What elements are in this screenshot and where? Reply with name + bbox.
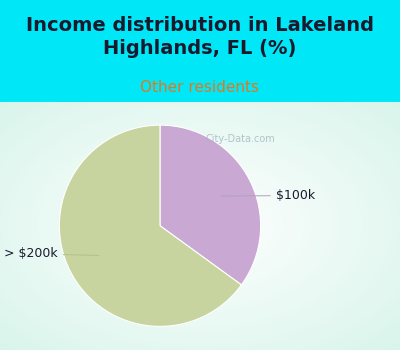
Text: $100k: $100k bbox=[221, 189, 315, 202]
Text: Income distribution in Lakeland
Highlands, FL (%): Income distribution in Lakeland Highland… bbox=[26, 16, 374, 58]
Text: City-Data.com: City-Data.com bbox=[206, 134, 276, 144]
Wedge shape bbox=[160, 125, 261, 285]
Text: > $200k: > $200k bbox=[4, 247, 99, 260]
Wedge shape bbox=[59, 125, 242, 326]
Text: Other residents: Other residents bbox=[140, 79, 260, 94]
